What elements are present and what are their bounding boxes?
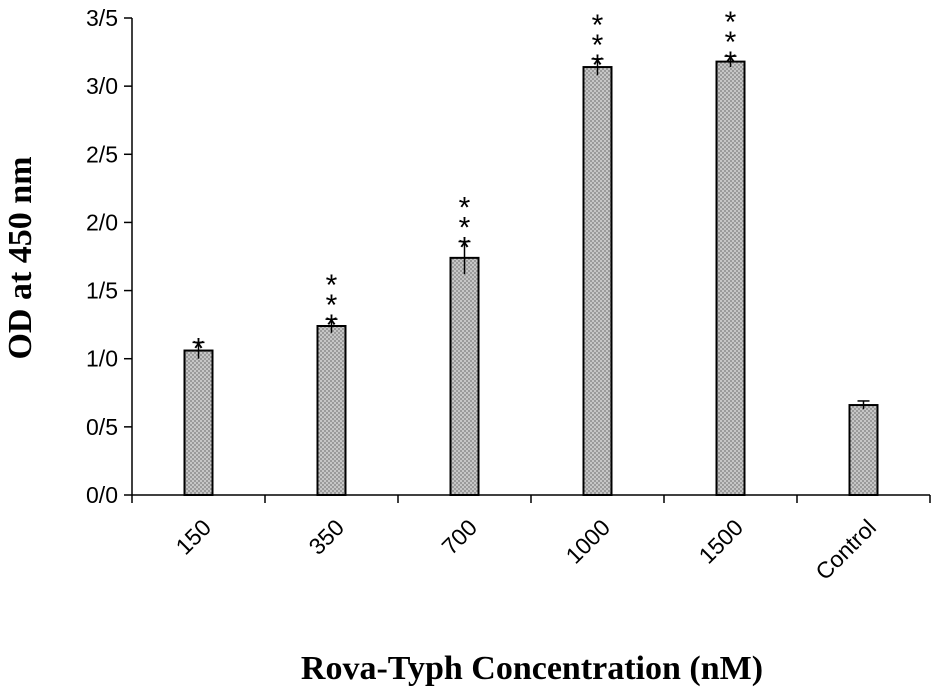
y-tick-label: 0/5 — [86, 414, 118, 440]
bar — [449, 256, 480, 496]
x-axis-title: Rova-Typh Concentration (nM) — [301, 650, 763, 687]
bar — [848, 404, 879, 496]
y-tick-label: 2/5 — [86, 141, 118, 167]
x-axis: 150 350 700 1000 1500 Control — [131, 494, 931, 585]
significance-star: * — [459, 232, 471, 265]
significance-star: * — [326, 309, 338, 342]
significance-star: * — [459, 192, 471, 225]
significance-star: * — [592, 9, 604, 42]
significance-star: * — [459, 212, 471, 245]
y-tick-label: 2/0 — [86, 209, 118, 235]
y-tick-label: 3/5 — [86, 5, 118, 31]
y-axis: 0/0 0/5 1/0 1/5 2/0 2/5 3/0 3/5 — [86, 5, 133, 508]
x-tick-label: 1500 — [693, 514, 748, 569]
y-tick-label: 1/5 — [86, 278, 118, 304]
significance-star: * — [592, 49, 604, 82]
y-tick-label: 0/0 — [86, 482, 118, 508]
significance-star: * — [725, 6, 737, 39]
significance-star: * — [725, 46, 737, 79]
significance-star: * — [326, 269, 338, 302]
x-tick-label: 1000 — [560, 514, 615, 569]
y-tick-label: 3/0 — [86, 73, 118, 99]
y-tick-label: 1/0 — [86, 346, 118, 372]
x-tick-label: Control — [810, 514, 881, 585]
bars-group: ************* — [183, 6, 879, 497]
significance-star: * — [725, 26, 737, 59]
y-axis-title: OD at 450 nm — [2, 156, 39, 359]
bar — [715, 60, 746, 497]
significance-star: * — [193, 332, 205, 365]
significance-star: * — [592, 29, 604, 62]
x-tick-label: 150 — [171, 514, 217, 560]
bar — [316, 325, 347, 496]
x-tick-label: 350 — [304, 514, 350, 560]
significance-star: * — [326, 289, 338, 322]
bar — [582, 66, 613, 496]
bar — [183, 349, 214, 496]
x-tick-label: 700 — [437, 514, 483, 560]
